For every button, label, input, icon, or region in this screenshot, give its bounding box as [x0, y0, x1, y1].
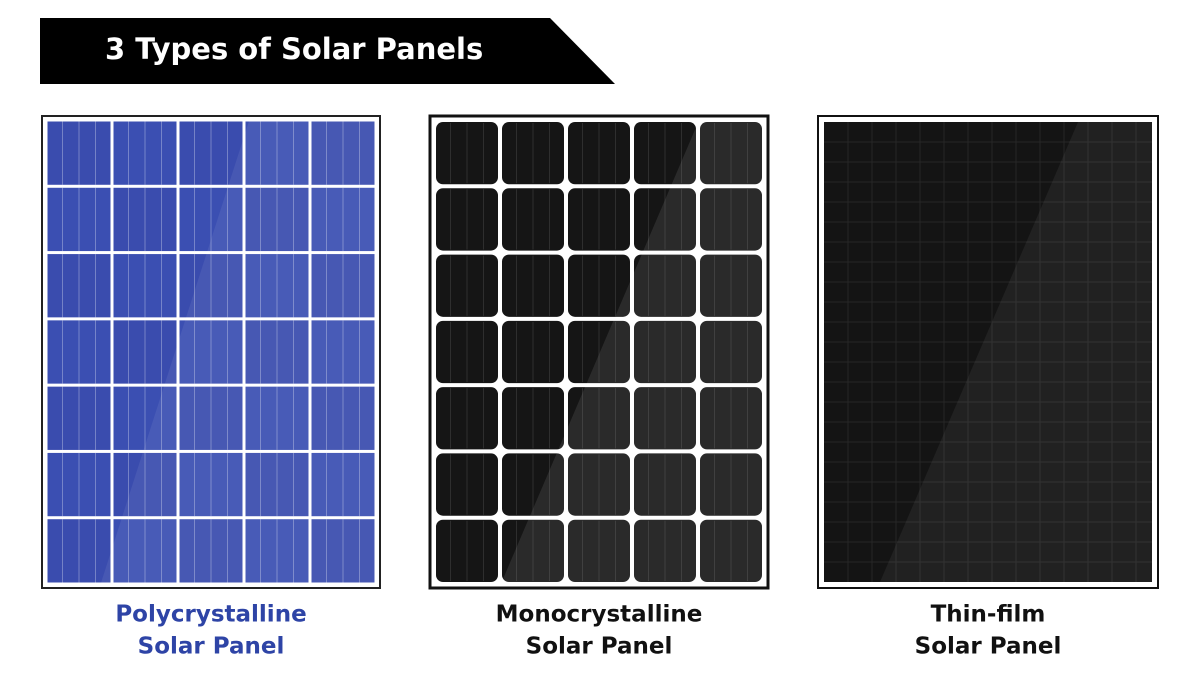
cell: [179, 121, 243, 185]
cell: [47, 121, 111, 185]
title: 3 Types of Solar Panels: [105, 32, 483, 66]
panel-label: Solar Panel: [138, 634, 285, 660]
cell: [311, 254, 375, 318]
cell: [179, 386, 243, 450]
cell: [47, 519, 111, 583]
cell: [113, 121, 177, 185]
cell: [179, 320, 243, 384]
cell: [245, 519, 309, 583]
cell: [113, 519, 177, 583]
cell: [113, 254, 177, 318]
cell: [113, 187, 177, 252]
glare: [880, 122, 1152, 582]
cell: [245, 320, 309, 384]
cell: [47, 320, 111, 384]
cell: [245, 254, 309, 318]
cell: [245, 121, 309, 185]
panels: [41, 114, 1159, 590]
glare: [100, 118, 378, 586]
cell: [311, 320, 375, 384]
cell: [113, 320, 177, 384]
cell: [311, 121, 375, 185]
cell: [245, 187, 309, 252]
cell: [113, 386, 177, 450]
cell: [47, 452, 111, 517]
cell: [113, 452, 177, 517]
panel-label: Monocrystalline: [496, 602, 703, 628]
panel-label: Solar Panel: [915, 634, 1062, 660]
title-banner: [40, 18, 615, 84]
glare: [500, 118, 766, 586]
cell: [311, 187, 375, 252]
panel-label: Solar Panel: [526, 634, 673, 660]
cell: [47, 386, 111, 450]
panel-label: Thin-film: [931, 602, 1046, 628]
cell: [179, 519, 243, 583]
panel-surface: [824, 122, 1152, 582]
cell: [245, 386, 309, 450]
cell: [179, 254, 243, 318]
cell: [47, 187, 111, 252]
cell: [179, 452, 243, 517]
cell: [311, 386, 375, 450]
cell: [311, 519, 375, 583]
cell: [311, 452, 375, 517]
cell: [47, 254, 111, 318]
panel-label: Polycrystalline: [115, 602, 306, 628]
cell: [179, 187, 243, 252]
cell: [245, 452, 309, 517]
